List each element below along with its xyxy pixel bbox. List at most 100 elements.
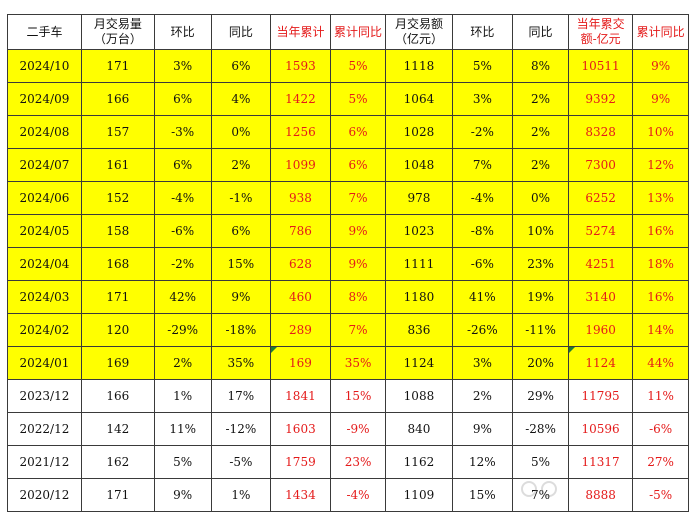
table-row: 2024/07 161 6% 2% 1099 6% 1048 7% 2% 7300 12% bbox=[7, 148, 689, 182]
table-cell: 1064 bbox=[385, 82, 453, 116]
table-cell: 5% bbox=[512, 445, 569, 479]
table-cell: 2% bbox=[210, 148, 272, 182]
table-row: 2024/08 157 -3% 0% 1256 6% 1028 -2% 2% 8328 10% bbox=[7, 115, 689, 149]
table-cell: 15% bbox=[329, 379, 387, 413]
table-cell: 23% bbox=[512, 247, 569, 281]
table-cell: 1603 bbox=[270, 412, 331, 446]
table-row: 2024/02 120 -29% -18% 289 7% 836 -26% -11% 1960 14… bbox=[7, 313, 689, 347]
table-cell: 6% bbox=[210, 214, 272, 248]
table-cell: 8% bbox=[329, 280, 387, 314]
table-cell: 10596 bbox=[567, 412, 634, 446]
table-cell: 7% bbox=[329, 313, 387, 347]
table-body: 2024/10 171 3% 6% 1593 5% 1118 5% 8% 10511 9% 2024/… bbox=[7, 49, 689, 512]
column-header: 累计同比 bbox=[329, 14, 387, 50]
table-cell: 10511 bbox=[567, 49, 634, 83]
period-cell: 2022/12 bbox=[7, 412, 82, 446]
table-cell: 2% bbox=[512, 148, 569, 182]
table-cell: 13% bbox=[632, 181, 689, 215]
column-header: 月交易额 （亿元） bbox=[385, 14, 453, 50]
table-cell: 6252 bbox=[567, 181, 634, 215]
table-cell: 169 bbox=[270, 346, 331, 380]
period-cell: 2024/02 bbox=[7, 313, 82, 347]
table-cell: 1124 bbox=[567, 346, 634, 380]
column-header: 累计同比 bbox=[632, 14, 689, 50]
table-cell: 9% bbox=[451, 412, 514, 446]
table-cell: 836 bbox=[385, 313, 453, 347]
table-cell: 1422 bbox=[270, 82, 331, 116]
table-cell: 44% bbox=[632, 346, 689, 380]
table-cell: 1111 bbox=[385, 247, 453, 281]
column-header: 环比 bbox=[451, 14, 514, 50]
period-cell: 2024/06 bbox=[7, 181, 82, 215]
table-cell: -4% bbox=[451, 181, 514, 215]
table-cell: -11% bbox=[512, 313, 569, 347]
table-cell: 840 bbox=[385, 412, 453, 446]
period-cell: 2021/12 bbox=[7, 445, 82, 479]
table-cell: 1124 bbox=[385, 346, 453, 380]
table-cell: 289 bbox=[270, 313, 331, 347]
table-cell: 7300 bbox=[567, 148, 634, 182]
table-cell: 7% bbox=[329, 181, 387, 215]
header-row: 二手车 月交易量 （万台） 环比 同比 当年累计 累计同比 月交易额 （亿元） 环比 同比 当年累交额… bbox=[7, 14, 689, 50]
table-cell: 2% bbox=[512, 115, 569, 149]
table-row: 2024/04 168 -2% 15% 628 9% 1111 -6% 23% 4251 18% bbox=[7, 247, 689, 281]
table-cell: -6% bbox=[153, 214, 212, 248]
table-cell: 166 bbox=[80, 82, 155, 116]
table-cell: -29% bbox=[153, 313, 212, 347]
table-cell: -4% bbox=[329, 478, 387, 512]
table-cell: 16% bbox=[632, 280, 689, 314]
table-cell: 978 bbox=[385, 181, 453, 215]
table-cell: -6% bbox=[451, 247, 514, 281]
table-cell: 2% bbox=[451, 379, 514, 413]
table-cell: 1256 bbox=[270, 115, 331, 149]
table-cell: 1% bbox=[153, 379, 212, 413]
table-row: 2024/01 169 2% 35% 169 35% 1124 3% 20% 1124 44% bbox=[7, 346, 689, 380]
table-cell: 10% bbox=[632, 115, 689, 149]
period-cell: 2024/03 bbox=[7, 280, 82, 314]
table-cell: 0% bbox=[512, 181, 569, 215]
table-cell: 42% bbox=[153, 280, 212, 314]
column-header: 同比 bbox=[512, 14, 569, 50]
table-cell: 0% bbox=[210, 115, 272, 149]
table-row: 2024/05 158 -6% 6% 786 9% 1023 -8% 10% 5274 16% bbox=[7, 214, 689, 248]
table-cell: 35% bbox=[329, 346, 387, 380]
table-cell: 15% bbox=[451, 478, 514, 512]
column-header: 月交易量 （万台） bbox=[80, 14, 155, 50]
table-row: 2024/09 166 6% 4% 1422 5% 1064 3% 2% 9392 9% bbox=[7, 82, 689, 116]
table-cell: 8328 bbox=[567, 115, 634, 149]
column-header: 同比 bbox=[210, 14, 272, 50]
table-cell: -5% bbox=[210, 445, 272, 479]
table-cell: 23% bbox=[329, 445, 387, 479]
table-cell: 1048 bbox=[385, 148, 453, 182]
column-header: 当年累计 bbox=[270, 14, 331, 50]
column-header: 当年累交 额-亿元 bbox=[567, 14, 634, 50]
table-cell: 1434 bbox=[270, 478, 331, 512]
table-cell: -2% bbox=[153, 247, 212, 281]
table-cell: 12% bbox=[451, 445, 514, 479]
period-cell: 2024/05 bbox=[7, 214, 82, 248]
table-row: 2024/10 171 3% 6% 1593 5% 1118 5% 8% 10511 9% bbox=[7, 49, 689, 83]
table-row: 2022/12 142 11% -12% 1603 -9% 840 9% -28% 10596 -6… bbox=[7, 412, 689, 446]
table-cell: 142 bbox=[80, 412, 155, 446]
period-cell: 2024/08 bbox=[7, 115, 82, 149]
table-row: 2021/12 162 5% -5% 1759 23% 1162 12% 5% 11317 27% bbox=[7, 445, 689, 479]
table-cell: 1% bbox=[210, 478, 272, 512]
table-cell: 9% bbox=[632, 82, 689, 116]
table-row: 2024/06 152 -4% -1% 938 7% 978 -4% 0% 6252 13% bbox=[7, 181, 689, 215]
table-cell: 10% bbox=[512, 214, 569, 248]
table-cell: 1099 bbox=[270, 148, 331, 182]
table-cell: 5274 bbox=[567, 214, 634, 248]
column-header: 二手车 bbox=[7, 14, 82, 50]
table-cell: 157 bbox=[80, 115, 155, 149]
table-cell: 171 bbox=[80, 280, 155, 314]
table-cell: -5% bbox=[632, 478, 689, 512]
table-row: 2020/12 171 9% 1% 1434 -4% 1109 15% 7% 8888 -5% bbox=[7, 478, 689, 512]
table-cell: -8% bbox=[451, 214, 514, 248]
table-cell: 11% bbox=[632, 379, 689, 413]
table-cell: 3% bbox=[451, 82, 514, 116]
period-cell: 2024/09 bbox=[7, 82, 82, 116]
table-cell: 9% bbox=[210, 280, 272, 314]
table-cell: 171 bbox=[80, 478, 155, 512]
table-cell: 4251 bbox=[567, 247, 634, 281]
table-cell: 4% bbox=[210, 82, 272, 116]
